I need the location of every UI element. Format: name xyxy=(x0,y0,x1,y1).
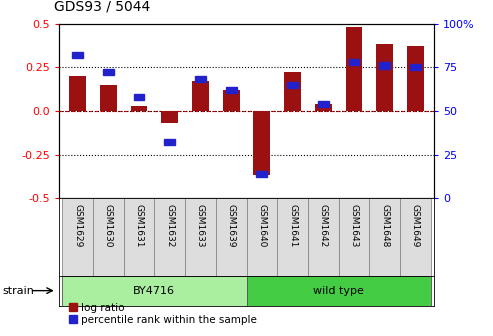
Bar xyxy=(277,198,308,276)
Bar xyxy=(410,64,421,70)
Bar xyxy=(62,198,93,276)
Bar xyxy=(379,62,390,69)
Bar xyxy=(315,104,332,111)
Text: GSM1639: GSM1639 xyxy=(227,204,236,247)
Bar xyxy=(72,52,83,58)
Text: GSM1643: GSM1643 xyxy=(350,204,358,247)
Bar xyxy=(407,46,424,111)
Bar xyxy=(103,70,114,76)
Bar xyxy=(349,59,359,65)
Bar xyxy=(124,198,154,276)
Bar xyxy=(192,81,209,111)
Bar xyxy=(62,276,246,306)
Bar xyxy=(284,73,301,111)
Text: GSM1642: GSM1642 xyxy=(319,204,328,247)
Text: wild type: wild type xyxy=(313,286,364,296)
Text: GSM1649: GSM1649 xyxy=(411,204,420,247)
Bar xyxy=(93,198,124,276)
Bar xyxy=(131,106,147,111)
Text: GDS93 / 5044: GDS93 / 5044 xyxy=(54,0,150,13)
Bar xyxy=(154,198,185,276)
Bar xyxy=(100,85,117,111)
Bar xyxy=(256,171,267,177)
Bar xyxy=(400,198,431,276)
Text: GSM1640: GSM1640 xyxy=(257,204,266,247)
Bar xyxy=(246,276,431,306)
Bar xyxy=(369,198,400,276)
Text: GSM1629: GSM1629 xyxy=(73,204,82,247)
Bar xyxy=(287,82,298,88)
Bar xyxy=(216,198,246,276)
Bar xyxy=(134,94,144,100)
Bar xyxy=(376,44,393,111)
Text: GSM1641: GSM1641 xyxy=(288,204,297,247)
Legend: log ratio, percentile rank within the sample: log ratio, percentile rank within the sa… xyxy=(65,299,261,329)
Text: strain: strain xyxy=(2,286,35,296)
Bar xyxy=(223,90,240,111)
Bar xyxy=(339,198,369,276)
Text: GSM1648: GSM1648 xyxy=(380,204,389,247)
Bar xyxy=(226,87,237,93)
Text: BY4716: BY4716 xyxy=(134,286,176,296)
Bar xyxy=(185,198,216,276)
Bar xyxy=(195,76,206,83)
Bar xyxy=(346,27,362,111)
Bar xyxy=(246,198,277,276)
Bar xyxy=(161,111,178,123)
Text: GSM1633: GSM1633 xyxy=(196,204,205,247)
Text: GSM1632: GSM1632 xyxy=(165,204,174,247)
Bar xyxy=(308,198,339,276)
Bar xyxy=(253,111,270,175)
Bar xyxy=(69,76,86,111)
Bar xyxy=(318,101,329,107)
Bar xyxy=(164,139,175,145)
Text: GSM1630: GSM1630 xyxy=(104,204,113,247)
Text: GSM1631: GSM1631 xyxy=(135,204,143,247)
